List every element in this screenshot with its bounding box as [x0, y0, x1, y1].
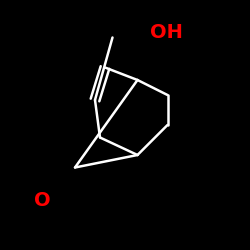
Text: OH: OH: [150, 23, 183, 42]
Text: O: O: [34, 190, 51, 210]
